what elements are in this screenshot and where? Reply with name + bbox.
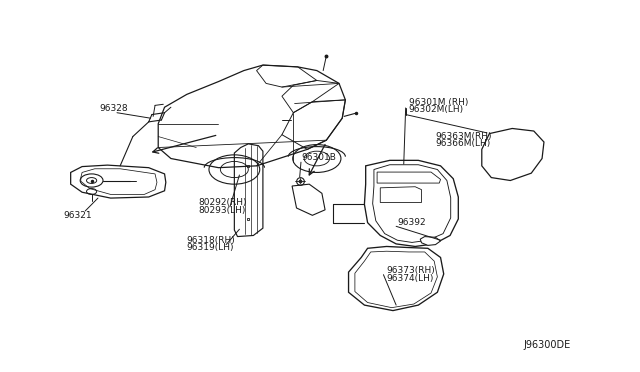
- Text: J96300DE: J96300DE: [523, 340, 570, 350]
- Text: 96302M(LH): 96302M(LH): [409, 105, 464, 114]
- Text: 96392: 96392: [397, 218, 426, 227]
- Text: 96373(RH): 96373(RH): [387, 266, 435, 275]
- Text: 80292(RH): 80292(RH): [198, 198, 246, 208]
- Text: 96301M (RH): 96301M (RH): [409, 97, 468, 107]
- Polygon shape: [420, 237, 440, 246]
- Text: 96366M(LH): 96366M(LH): [435, 140, 491, 148]
- Text: 96321: 96321: [63, 211, 92, 220]
- Text: 96319(LH): 96319(LH): [187, 244, 234, 253]
- Text: 96374(LH): 96374(LH): [387, 273, 434, 283]
- Text: 96328: 96328: [99, 104, 128, 113]
- Text: 80293(LH): 80293(LH): [198, 206, 246, 215]
- Text: 96318(RH): 96318(RH): [187, 236, 236, 245]
- Text: 96301B: 96301B: [301, 153, 336, 162]
- Text: 96363M(RH): 96363M(RH): [435, 132, 492, 141]
